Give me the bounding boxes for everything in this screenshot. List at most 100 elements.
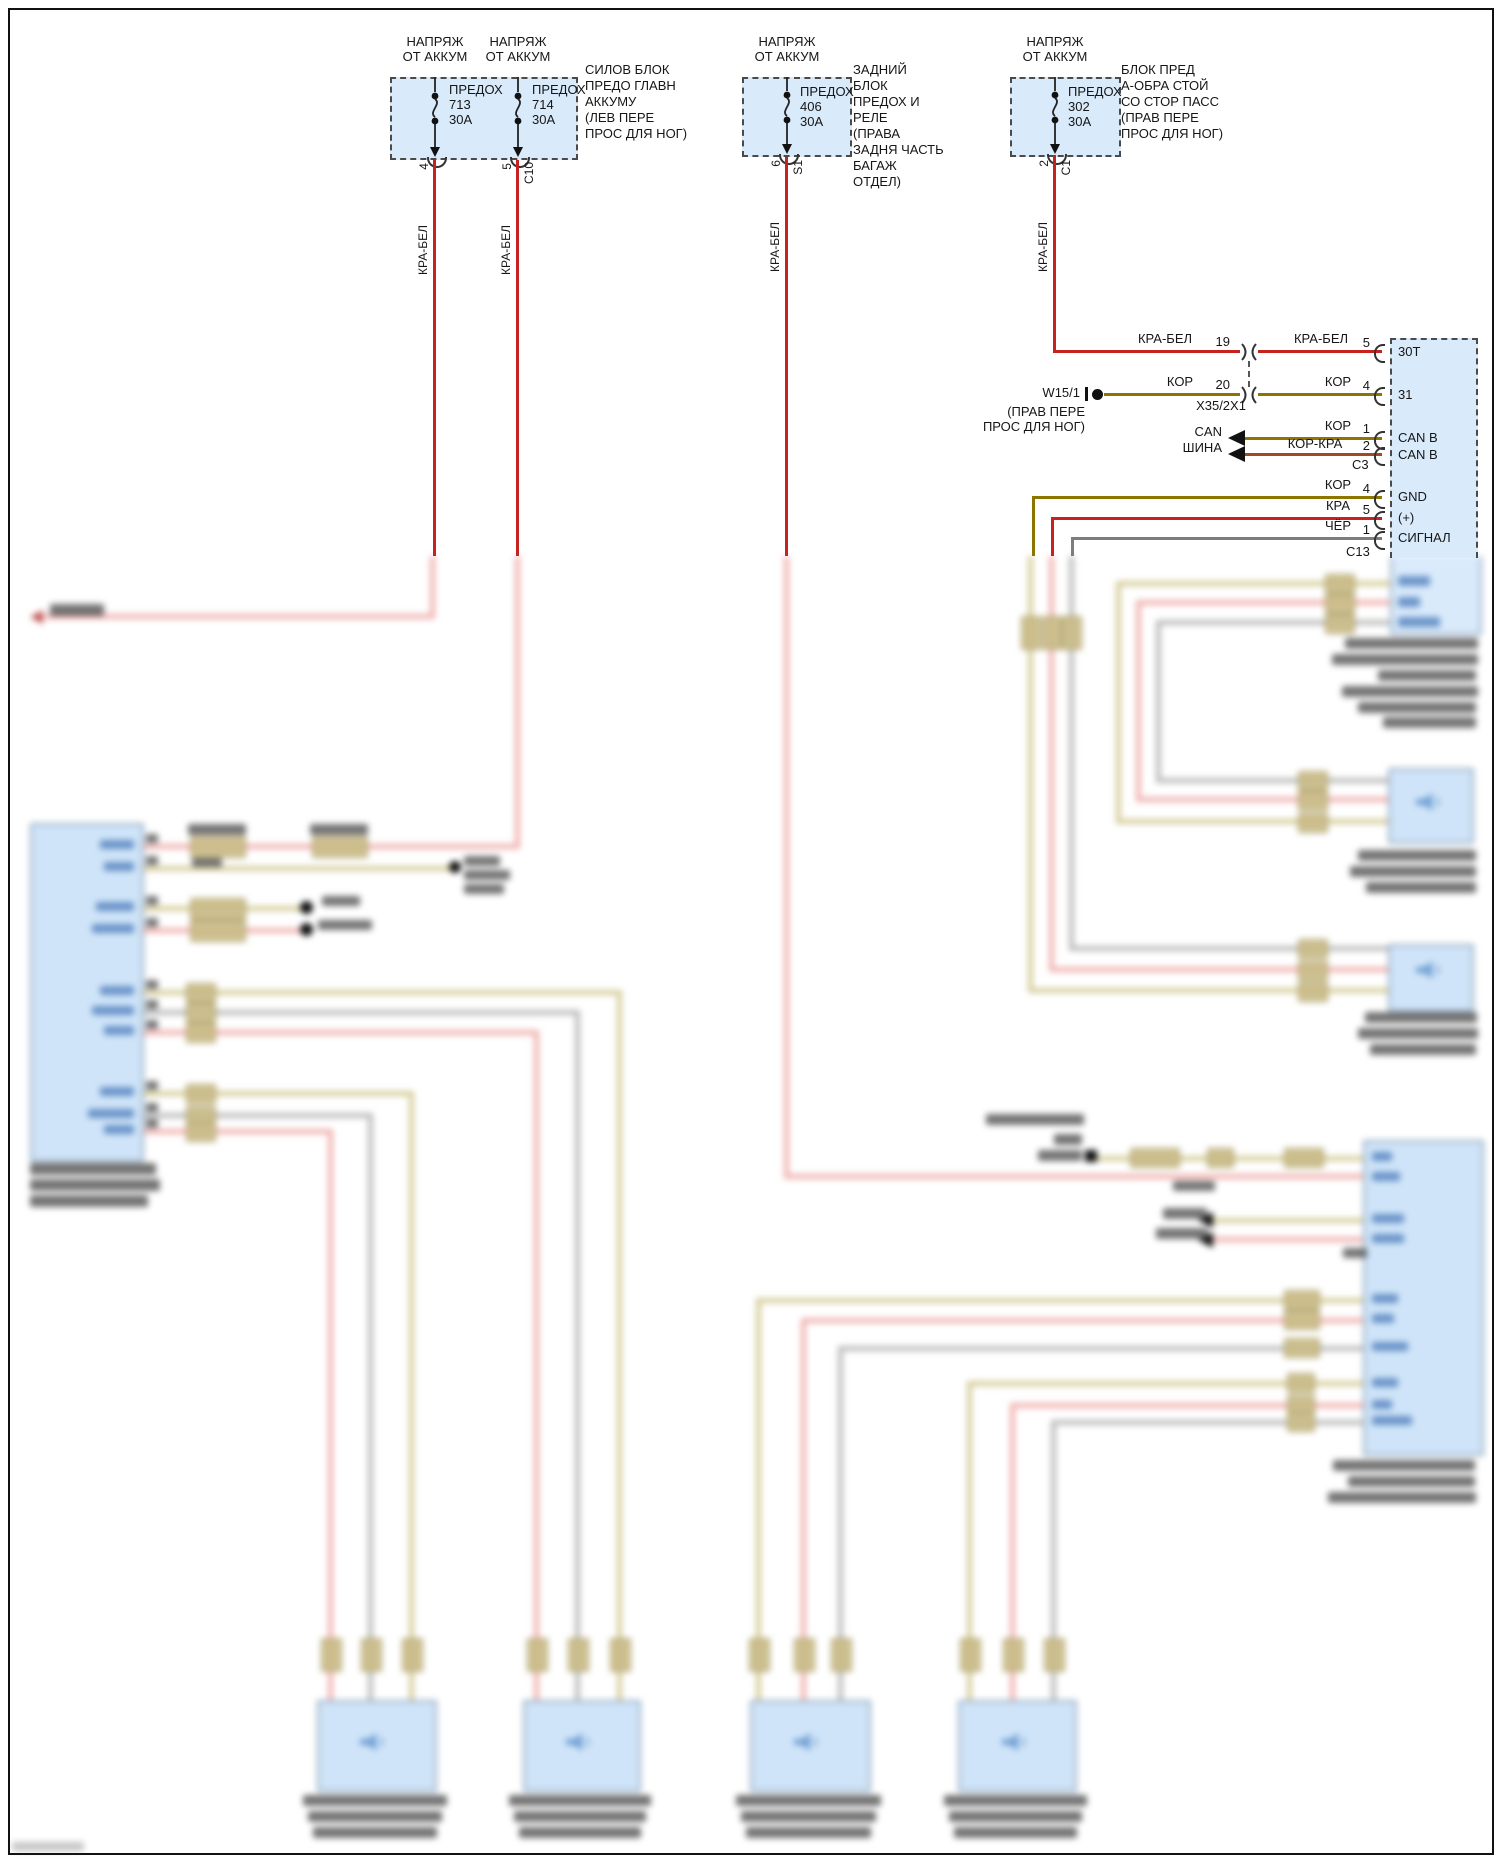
wire [1010,1403,1015,1702]
speaker-box-upper [1388,768,1474,844]
wire-red [433,160,436,556]
inline-connector [960,1638,981,1672]
wire [801,1318,806,1702]
inline-connector [190,920,246,942]
blurred-pin-name [100,1087,134,1096]
supply-label: НАПРЯЖ ОТ АККУМ [402,34,468,64]
pin-cup [1374,490,1385,509]
inline-connector [190,898,246,920]
module-pin-name: СИГНАЛ [1398,530,1451,545]
page-border [8,8,1494,1855]
blurred-label [192,858,222,867]
blurred-pin [146,834,158,843]
connector-id: X35/2X1 [1196,398,1246,413]
inline-connector [1207,1148,1234,1168]
can-bus-label: CAN [1194,424,1222,439]
blurred-label [313,1827,437,1838]
blurred-label [318,920,372,930]
inline-connector [1003,1638,1024,1672]
fuse-box-location-label: БЛОК ПРЕД А-ОБРА СТОЙ СО СТОР ПАСС (ПРАВ ПЕ… [1121,62,1224,141]
wire [1069,556,1074,950]
blurred-label [188,824,246,835]
wire-red [1051,517,1054,556]
wire [140,990,621,995]
wire [575,1010,580,1702]
inline-connector [1284,1148,1324,1168]
blurred-label [1358,702,1476,713]
fuse-symbol [1050,77,1060,154]
wire [1156,620,1392,625]
connector-id: C3 [1352,457,1369,472]
wire-color-label: КОР [1324,374,1352,389]
wire-color-label: КОР-КРА [1287,436,1343,451]
wire [409,1091,414,1702]
blurred-pin-name [1372,1172,1400,1181]
blurred-label [1358,850,1476,861]
wire-black [1071,537,1074,556]
wire [328,1129,333,1702]
inline-connector [1284,1310,1320,1330]
wire [140,1030,539,1035]
wire-color-label: КРА-БЕЛ [768,222,782,272]
continuation-arrow [30,610,43,624]
blurred-label [1358,1028,1478,1039]
wire [140,1113,372,1118]
wire-color-label: КРА-БЕЛ [1137,331,1193,346]
wire [1116,581,1392,586]
wire [368,1113,373,1702]
blurred-label [509,1795,651,1806]
ground-symbol-dot [1092,389,1103,400]
blurred-pin [146,1119,158,1128]
wire [838,1346,1365,1351]
blurred-pin-name [104,1125,134,1134]
module-pin-number: 1 [1362,421,1370,436]
wire [534,1030,539,1702]
wire-brown [1032,496,1035,556]
module-pin-number: 4 [1362,378,1370,393]
fuse-symbol [430,77,440,157]
wire-color-label: ЧЁР [1324,518,1351,533]
connector-number: 19 [1215,334,1230,349]
blurred-pin-name [88,1109,134,1118]
wire-red [1053,350,1240,353]
blurred-label [519,1827,641,1838]
blurred-label [1328,1492,1476,1503]
wire [1049,556,1054,972]
blurred-pin-name [92,924,134,933]
module-pin-number: 4 [1362,481,1370,496]
blurred-label [1333,1460,1475,1471]
wire [617,990,622,1702]
speaker-icon [998,1732,1032,1752]
module-pin-number: 1 [1362,522,1370,537]
blurred-pin-name [104,1026,134,1035]
inline-connector [1298,771,1328,791]
module-pin-number: 5 [1362,502,1370,517]
wire-black [1073,537,1382,540]
wire [786,1174,1365,1179]
inline-connector [1298,791,1328,811]
blurred-label [1343,1248,1367,1258]
inline-connector [1287,1412,1315,1432]
wire-brown-red [1244,453,1382,456]
fuse-box-location-label: ЗАДНИЙ БЛОК ПРЕДОХ И РЕЛЕ (ПРАВА ЗАДНЯ ЧАСТЬ Б… [853,62,944,189]
wire-color-label: КРА-БЕЛ [1293,331,1349,346]
can-arrow [1228,430,1245,446]
pin-cup [1374,511,1385,530]
pin-cup [1374,387,1385,406]
pin-number: 6 [769,160,783,167]
blurred-label [322,896,360,906]
inline-connector [1298,961,1328,981]
inline-connector [1287,1373,1315,1393]
blurred-label [30,1163,156,1175]
wire [1051,1420,1365,1425]
blurred-label [944,1795,1087,1806]
blurred-label [1163,1208,1207,1219]
wire [756,1298,1365,1303]
fuse-box-main-battery [390,77,578,160]
blurred-label [308,1811,442,1822]
module-pin-number: 2 [1362,438,1370,453]
inline-connector [794,1638,815,1672]
inline-connector [402,1638,423,1672]
wire-red [1053,517,1382,520]
blurred-label [1342,686,1478,697]
